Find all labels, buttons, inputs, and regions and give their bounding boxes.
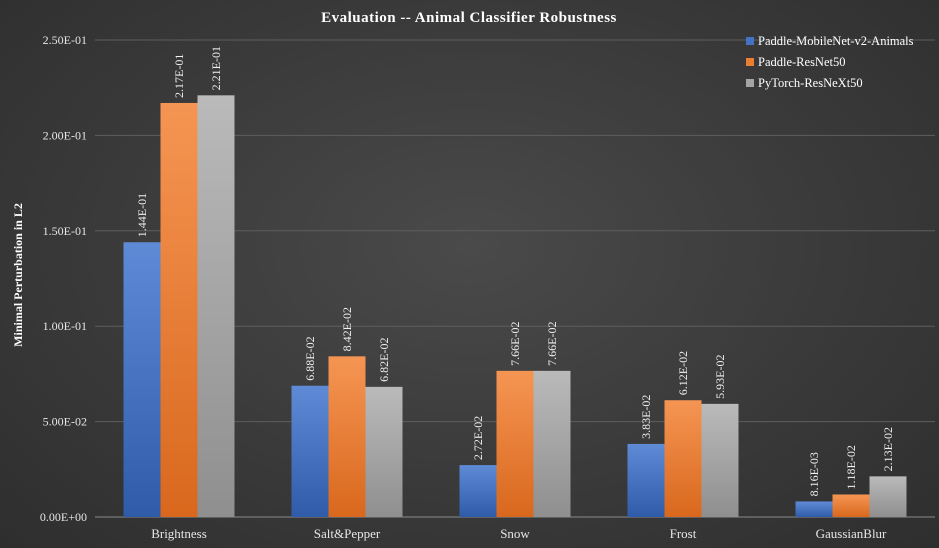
bar (291, 385, 329, 517)
data-label: 6.12E-02 (676, 351, 690, 395)
bar (533, 370, 571, 517)
x-category-label: Frost (670, 526, 697, 541)
data-label: 7.66E-02 (508, 322, 522, 366)
y-axis-ticks: 0.00E+00 5.00E-02 1.00E-01 1.50E-01 2.00E-01… (40, 33, 87, 524)
data-label: 2.21E-01 (209, 46, 223, 90)
bar (664, 400, 702, 517)
bar (197, 95, 235, 517)
x-category-label: Brightness (151, 526, 207, 541)
grid-lines (95, 39, 935, 518)
data-label: 1.44E-01 (135, 193, 149, 237)
data-label: 8.42E-02 (340, 307, 354, 351)
bars (123, 95, 907, 518)
y-tick-label: 5.00E-02 (43, 415, 87, 429)
x-category-label: Snow (500, 526, 530, 541)
legend-swatch (746, 79, 754, 87)
data-label: 8.16E-03 (807, 452, 821, 496)
data-label: 2.17E-01 (172, 54, 186, 98)
y-tick-label: 2.00E-01 (43, 128, 87, 142)
data-label: 1.18E-02 (844, 445, 858, 489)
data-label: 7.66E-02 (545, 322, 559, 366)
bar (123, 242, 161, 518)
chart-title: Evaluation -- Animal Classifier Robustne… (321, 10, 617, 26)
x-category-label: Salt&Pepper (314, 526, 381, 541)
legend-entry: PyTorch-ResNeXt50 (758, 76, 863, 90)
y-tick-label: 2.50E-01 (43, 33, 87, 47)
data-labels: 1.44E-01 2.17E-01 2.21E-01 6.88E-02 8.42E-02… (135, 46, 895, 496)
data-label: 5.93E-02 (713, 355, 727, 399)
bar (869, 476, 907, 517)
legend-swatch (746, 58, 754, 66)
y-tick-label: 1.00E-01 (43, 319, 87, 333)
bar (328, 356, 366, 517)
data-label: 6.88E-02 (303, 336, 317, 380)
y-axis-label: Minimal Perturbation in L2 (11, 203, 25, 347)
legend-entry: Paddle-MobileNet-v2-Animals (758, 34, 914, 48)
data-label: 2.72E-02 (471, 416, 485, 460)
bar (160, 102, 198, 518)
data-label: 2.13E-02 (881, 427, 895, 471)
data-label: 6.82E-02 (377, 338, 391, 382)
x-category-label: GaussianBlur (816, 526, 887, 541)
legend: Paddle-MobileNet-v2-Animals Paddle-ResNet… (746, 34, 914, 90)
y-tick-label: 0.00E+00 (40, 510, 87, 524)
data-label: 3.83E-02 (639, 395, 653, 439)
x-axis-categories: Brightness Salt&Pepper Snow Frost GaussianBl… (151, 526, 887, 541)
bar (832, 494, 870, 517)
bar (496, 370, 534, 517)
y-tick-label: 1.50E-01 (43, 224, 87, 238)
bar (627, 443, 665, 517)
bar (459, 465, 497, 517)
bar (795, 501, 833, 517)
legend-entry: Paddle-ResNet50 (758, 55, 845, 69)
bar (365, 386, 403, 517)
legend-swatch (746, 37, 754, 45)
bar (701, 403, 739, 517)
